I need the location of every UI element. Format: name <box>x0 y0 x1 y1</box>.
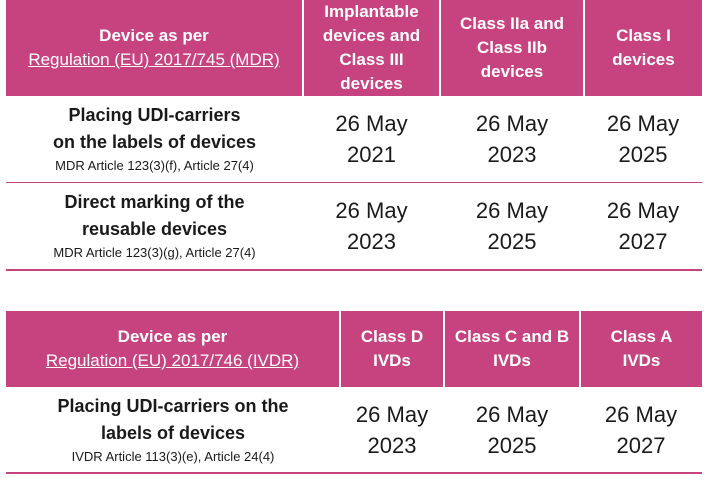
mdr-header-class-ii-line: devices <box>480 62 544 81</box>
requirement-reference: MDR Article 123(3)(g), Article 27(4) <box>53 245 256 261</box>
ivdr-header-class-a-line: Class A <box>610 327 673 346</box>
requirement-title: Direct marking of the <box>64 192 245 213</box>
deadline-year: 2023 <box>487 141 537 167</box>
deadline-date: 26 May 2025 <box>444 387 580 474</box>
deadline-day: 26 May <box>355 401 429 427</box>
requirement-title: reusable devices <box>81 219 228 240</box>
ivdr-header-class-c-b-line: Class C and B <box>454 327 570 346</box>
deadline-year: 2023 <box>347 228 396 254</box>
requirement-title: on the labels of devices <box>52 132 257 153</box>
mdr-header-implantable-line: Class III devices <box>339 50 404 93</box>
mdr-header-implantable-line: devices and <box>322 26 421 45</box>
mdr-header-class-i-line: devices <box>612 50 675 69</box>
mdr-row-title-cell: Direct marking of the reusable devices M… <box>6 182 303 271</box>
ivdr-header-class-d-line: IVDs <box>373 351 411 370</box>
deadline-day: 26 May <box>606 110 680 136</box>
ivdr-row-title-cell: Placing UDI-carriers on the labels of de… <box>6 387 340 474</box>
deadline-date: 26 May 2027 <box>580 387 702 474</box>
ivdr-header-class-d-line: Class D <box>360 327 424 346</box>
deadline-date: 26 May 2027 <box>584 182 702 271</box>
ivdr-header-class-c-b-line: IVDs <box>493 351 531 370</box>
mdr-header-row: Device as per Regulation (EU) 2017/745 (… <box>6 0 702 96</box>
ivdr-header-class-d: Class D IVDs <box>339 311 444 387</box>
deadline-year: 2025 <box>487 432 537 458</box>
deadline-date: 26 May 2021 <box>303 96 440 183</box>
deadline-year: 2027 <box>618 228 668 254</box>
mdr-header-class-i: Class I devices <box>583 0 702 96</box>
mdr-udi-table: Device as per Regulation (EU) 2017/745 (… <box>6 0 702 271</box>
mdr-header-class-ii-line: Class IIa and <box>460 14 564 33</box>
mdr-header-implantable: Implantable devices and Class III device… <box>302 0 440 96</box>
deadline-date: 26 May 2023 <box>440 96 584 183</box>
deadline-date: 26 May 2025 <box>584 96 702 183</box>
deadline-day: 26 May <box>606 197 680 223</box>
mdr-row-title-cell: Placing UDI-carriers on the labels of de… <box>6 96 303 183</box>
requirement-reference: MDR Article 123(3)(f), Article 27(4) <box>55 158 254 174</box>
deadline-date: 26 May 2025 <box>440 182 584 271</box>
deadline-year: 2025 <box>487 228 537 254</box>
deadline-year: 2027 <box>616 432 666 458</box>
ivdr-header-device: Device as per Regulation (EU) 2017/746 (… <box>6 311 340 387</box>
ivdr-header-class-a-line: IVDs <box>622 351 661 370</box>
deadline-day: 26 May <box>335 197 408 223</box>
requirement-title: Placing UDI-carriers <box>68 105 241 126</box>
requirement-title: labels of devices <box>100 423 246 443</box>
ivdr-row-udi-labels: Placing UDI-carriers on the labels of de… <box>6 387 702 474</box>
deadline-date: 26 May 2023 <box>340 387 444 474</box>
mdr-header-class-i-line: Class I <box>616 26 671 45</box>
mdr-row-direct-marking: Direct marking of the reusable devices M… <box>6 182 702 271</box>
mdr-header-implantable-line: Implantable <box>324 2 419 21</box>
deadline-year: 2021 <box>347 141 396 167</box>
ivdr-header-class-c-b: Class C and B IVDs <box>443 311 580 387</box>
mdr-header-class-iia-iib: Class IIa and Class IIb devices <box>439 0 584 96</box>
mdr-row-udi-labels: Placing UDI-carriers on the labels of de… <box>6 96 702 183</box>
deadline-day: 26 May <box>475 197 549 223</box>
deadline-year: 2025 <box>618 141 668 167</box>
ivdr-udi-table: Device as per Regulation (EU) 2017/746 (… <box>6 311 702 474</box>
deadline-day: 26 May <box>475 401 549 427</box>
mdr-header-device: Device as per Regulation (EU) 2017/745 (… <box>6 0 303 96</box>
requirement-reference: IVDR Article 113(3)(e), Article 24(4) <box>71 449 275 464</box>
mdr-header-class-ii-line: Class IIb <box>477 38 547 57</box>
ivdr-regulation-link[interactable]: Regulation (EU) 2017/746 (IVDR) <box>45 351 300 370</box>
mdr-regulation-link[interactable]: Regulation (EU) 2017/745 (MDR) <box>28 50 280 69</box>
deadline-date: 26 May 2023 <box>303 182 440 271</box>
deadline-day: 26 May <box>604 401 678 427</box>
ivdr-header-row: Device as per Regulation (EU) 2017/746 (… <box>6 311 702 387</box>
ivdr-device-label: Device as per <box>117 327 228 346</box>
deadline-day: 26 May <box>335 110 408 136</box>
ivdr-header-class-a: Class A IVDs <box>579 311 702 387</box>
deadline-year: 2023 <box>367 432 417 458</box>
mdr-device-label: Device as per <box>99 26 209 45</box>
deadline-day: 26 May <box>475 110 549 136</box>
requirement-title: Placing UDI-carriers on the <box>57 396 289 416</box>
